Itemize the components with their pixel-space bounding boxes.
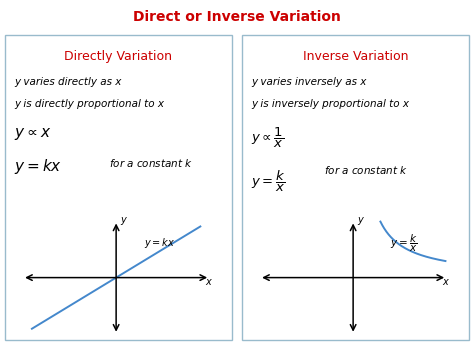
Text: x: x xyxy=(205,278,211,287)
Text: y varies inversely as x: y varies inversely as x xyxy=(251,77,366,87)
Text: y is directly proportional to x: y is directly proportional to x xyxy=(14,99,164,109)
Text: Directly Variation: Directly Variation xyxy=(64,50,173,63)
Text: Inverse Variation: Inverse Variation xyxy=(303,50,408,63)
Text: y varies directly as x: y varies directly as x xyxy=(14,77,121,87)
Text: for a constant $k$: for a constant $k$ xyxy=(324,164,408,177)
FancyBboxPatch shape xyxy=(242,35,469,340)
Text: $y = \dfrac{k}{x}$: $y = \dfrac{k}{x}$ xyxy=(391,232,418,254)
Text: $y \propto \dfrac{1}{x}$: $y \propto \dfrac{1}{x}$ xyxy=(251,126,284,151)
Text: Direct or Inverse Variation: Direct or Inverse Variation xyxy=(133,10,341,24)
Text: x: x xyxy=(442,278,448,287)
Text: $y = kx$: $y = kx$ xyxy=(144,236,175,250)
Text: $y \propto x$: $y \propto x$ xyxy=(14,126,51,142)
Text: $y = kx$: $y = kx$ xyxy=(14,157,62,176)
FancyBboxPatch shape xyxy=(5,35,232,340)
Text: for a constant $k$: for a constant $k$ xyxy=(109,157,193,169)
Text: y is inversely proportional to x: y is inversely proportional to x xyxy=(251,99,409,109)
Text: y: y xyxy=(357,214,363,225)
Text: y: y xyxy=(120,214,126,225)
Text: $y = \dfrac{k}{x}$: $y = \dfrac{k}{x}$ xyxy=(251,169,285,194)
